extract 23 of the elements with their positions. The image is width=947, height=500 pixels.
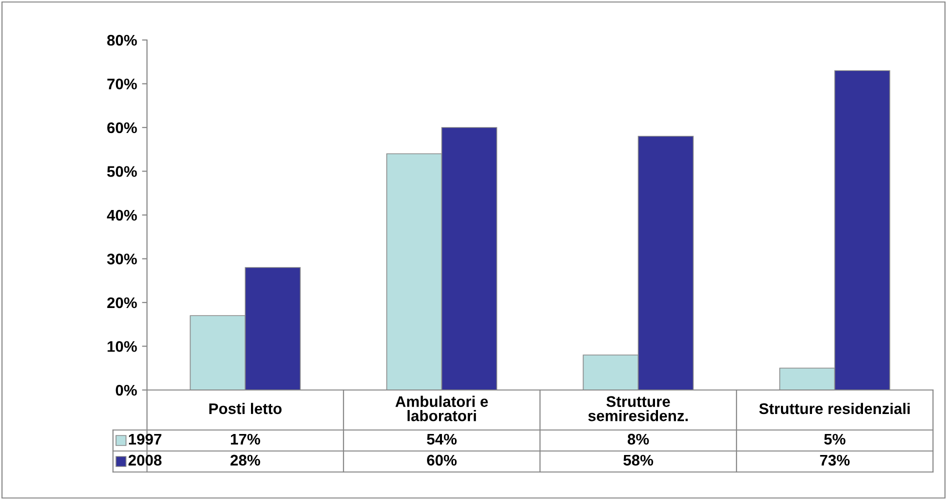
data-label: 17% [230,434,260,445]
data-label: 58% [623,454,654,466]
legend-label: 2008 [128,454,162,466]
y-tick-label: 50% [107,166,137,177]
y-tick-label: 10% [108,341,137,352]
y-tick-label: 80% [107,34,137,46]
data-label: 60% [427,454,457,466]
x-tick-label: Strutture residenziali [759,402,910,414]
data-label: 8% [628,434,649,445]
data-label: 54% [426,434,457,445]
data-label: 73% [820,454,850,466]
data-label: 28% [230,454,260,466]
y-tick-label: 60% [107,122,137,134]
y-tick-label: 40% [106,210,137,221]
legend-label: 1997 [128,434,162,445]
y-tick-label: 20% [107,297,137,308]
x-tick-label: Ambulatori e laboratori [395,396,488,422]
data-label: 5% [824,434,846,445]
y-tick-label: 0% [116,384,137,396]
y-tick-label: 70% [107,78,137,90]
y-tick-label: 30% [107,254,137,264]
x-tick-label: Posti letto [209,402,282,414]
x-tick-label: Strutture semiresidenz. [588,396,688,422]
